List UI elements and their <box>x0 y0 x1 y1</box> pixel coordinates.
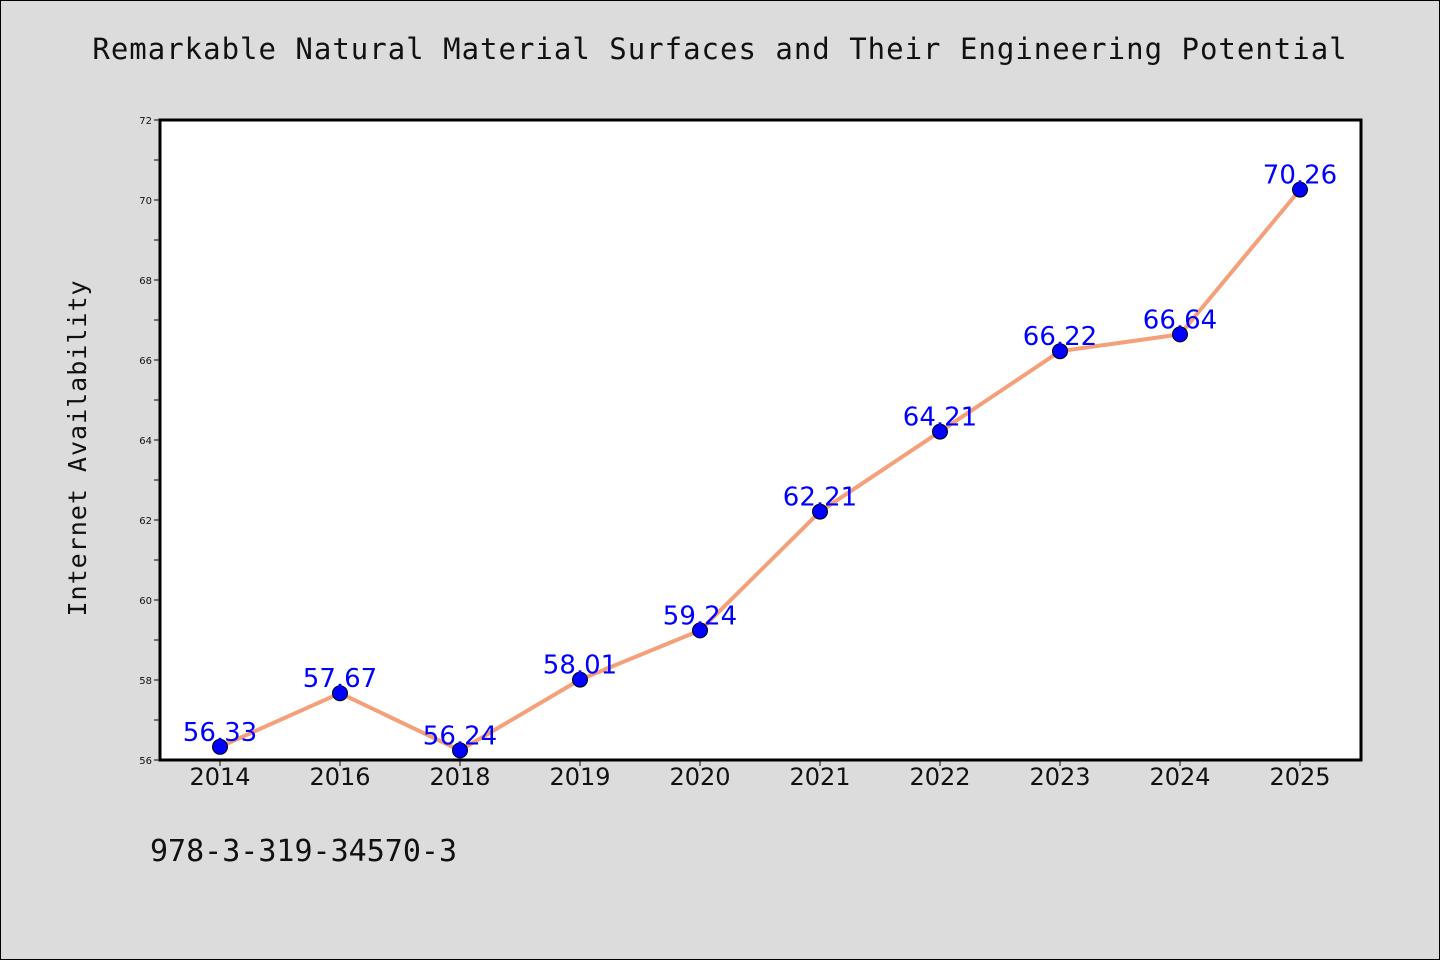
data-label: 58.01 <box>543 651 617 681</box>
y-tick-label: 64 <box>139 436 152 447</box>
data-label: 66.64 <box>1143 305 1217 335</box>
x-axis-ticks: 2014 2016 2018 2019 2020 2021 2022 2023 2024 2025 <box>189 760 1331 791</box>
y-tick-label: 72 <box>139 116 152 127</box>
y-tick-label: 58 <box>139 676 152 687</box>
x-tick-label: 2025 <box>1269 763 1330 791</box>
x-tick-label: 2021 <box>789 763 850 791</box>
data-label: 56.24 <box>423 721 497 751</box>
x-tick-label: 2022 <box>909 763 970 791</box>
data-point <box>212 738 228 755</box>
x-tick-label: 2016 <box>309 763 370 791</box>
x-tick-label: 2014 <box>189 763 250 791</box>
data-label: 57.67 <box>303 664 377 694</box>
data-point <box>1292 181 1308 198</box>
y-axis-ticks: 56 58 60 62 64 66 68 70 72 <box>139 116 160 767</box>
data-label: 56.33 <box>183 718 257 748</box>
y-tick-label: 68 <box>139 276 152 287</box>
data-point <box>332 685 348 702</box>
x-tick-label: 2020 <box>669 763 730 791</box>
data-point <box>812 503 828 520</box>
y-tick-label: 70 <box>139 196 152 207</box>
x-tick-label: 2023 <box>1029 763 1090 791</box>
x-tick-label: 2018 <box>429 763 490 791</box>
data-label: 62.21 <box>783 483 857 513</box>
plot-area <box>160 120 1361 760</box>
data-label: 66.22 <box>1023 322 1097 352</box>
series-line <box>218 187 1302 753</box>
chart-title: Remarkable Natural Material Surfaces and… <box>92 32 1348 66</box>
data-point <box>1052 343 1068 360</box>
footer-isbn-text: 978-3-319-34570-3 <box>150 834 458 869</box>
plot-frame <box>158 118 1363 762</box>
y-tick-label: 66 <box>139 356 152 367</box>
data-label: 64.21 <box>903 403 977 433</box>
data-point <box>1172 326 1188 343</box>
data-label: 59.24 <box>663 601 737 631</box>
data-labels: 56.33 57.67 56.24 58.01 59.24 62.21 64.21 66.22… <box>183 161 1337 752</box>
x-tick-label: 2024 <box>1149 763 1210 791</box>
x-tick-label: 2019 <box>549 763 610 791</box>
data-label: 70.26 <box>1263 161 1337 191</box>
data-point <box>932 423 948 440</box>
y-tick-label: 62 <box>139 516 152 527</box>
data-point <box>692 622 708 639</box>
data-point <box>572 671 588 688</box>
data-markers <box>212 181 1308 759</box>
data-point <box>452 742 468 759</box>
y-axis-title: Internet Availability <box>63 279 92 616</box>
y-tick-label: 60 <box>139 596 152 607</box>
y-tick-label: 56 <box>139 756 152 767</box>
